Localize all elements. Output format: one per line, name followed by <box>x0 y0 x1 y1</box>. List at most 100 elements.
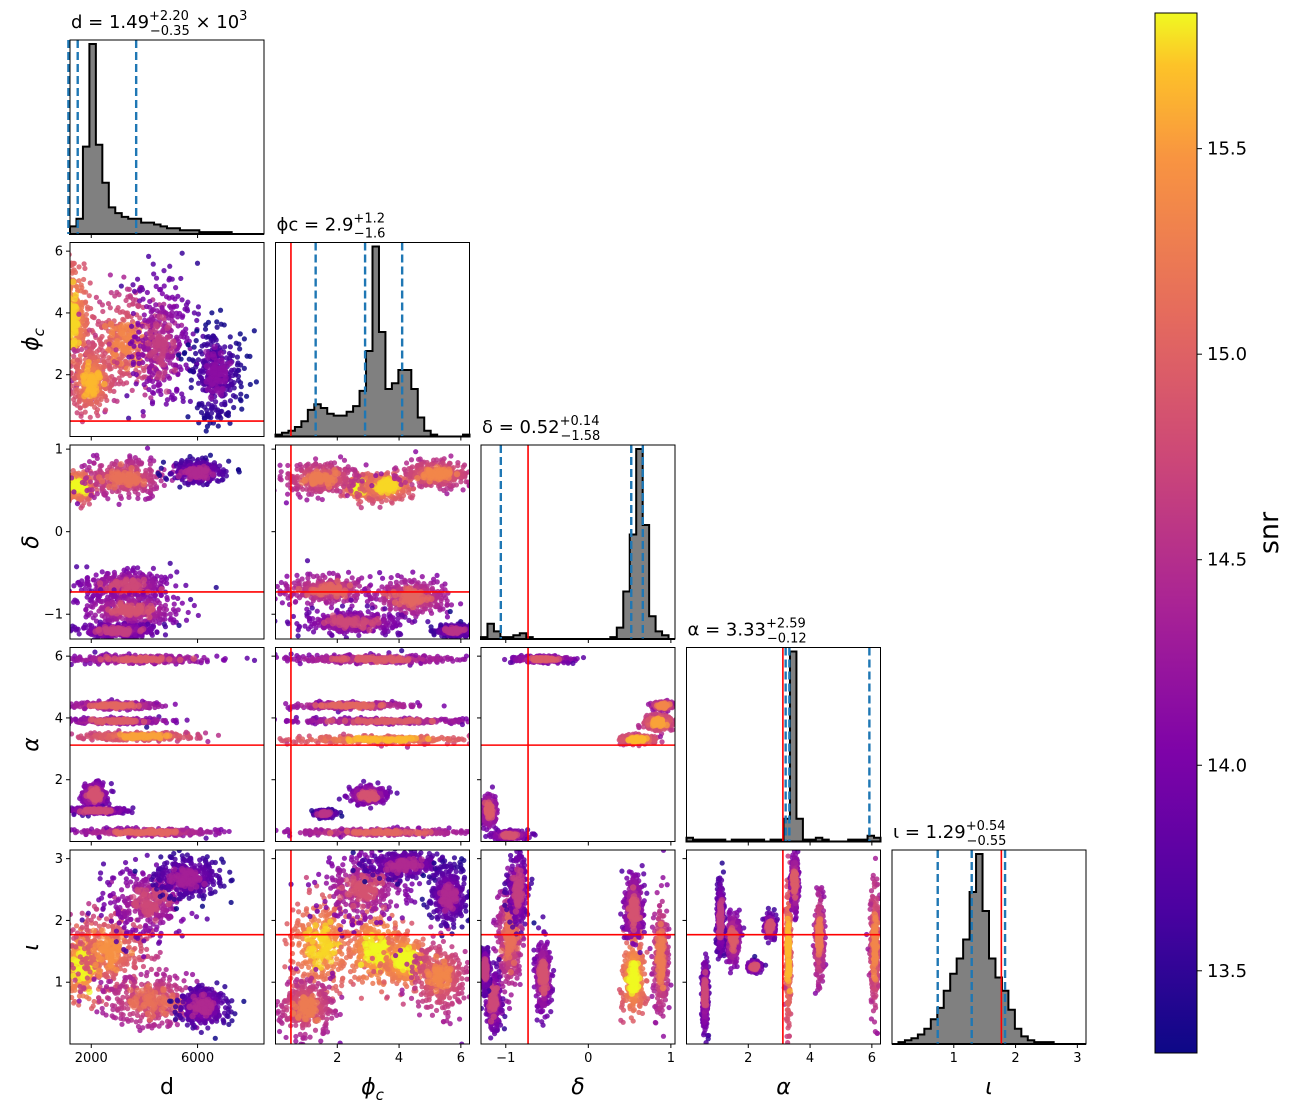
scatter-point <box>125 629 132 636</box>
scatter-point <box>101 491 107 497</box>
scatter-point <box>107 305 113 311</box>
scatter-point <box>149 389 156 396</box>
scatter-point <box>90 343 96 349</box>
scatter-point <box>70 363 74 369</box>
scatter-point <box>64 333 69 338</box>
scatter-point <box>223 355 230 361</box>
scatter-point <box>87 379 94 386</box>
scatter-point <box>56 328 61 333</box>
scatter-point <box>153 283 159 289</box>
scatter-point <box>178 333 184 339</box>
scatter-point <box>144 340 152 347</box>
scatter-point <box>134 578 142 585</box>
scatter-point <box>154 308 160 314</box>
scatter-point <box>124 605 132 612</box>
scatter-point <box>155 357 163 364</box>
scatter-point <box>161 268 167 274</box>
scatter-point <box>135 608 143 616</box>
scatter-point <box>81 276 87 283</box>
scatter-point <box>79 346 85 353</box>
scatter-point <box>108 290 114 296</box>
scatter-point <box>151 581 158 587</box>
scatter-point <box>151 271 157 277</box>
scatter-point <box>193 350 199 357</box>
scatter-point <box>140 581 147 588</box>
scatter-point <box>222 344 228 350</box>
scatter-point <box>237 346 243 352</box>
scatter-point <box>107 594 114 600</box>
scatter-point <box>410 486 416 492</box>
scatter-point <box>211 364 219 371</box>
scatter-point <box>64 333 69 338</box>
scatter-point <box>187 368 193 374</box>
scatter-point <box>74 410 80 416</box>
scatter-point <box>368 476 374 483</box>
scatter-point <box>195 311 201 317</box>
scatter-point <box>173 583 179 589</box>
scatter-point <box>338 493 344 499</box>
scatter-point <box>358 499 364 505</box>
scatter-point <box>147 627 154 633</box>
scatter-point <box>183 330 189 337</box>
scatter-point <box>70 286 71 290</box>
scatter-point <box>79 463 85 470</box>
scatter-point <box>63 320 68 325</box>
scatter-point <box>107 366 113 372</box>
scatter-point <box>185 299 191 305</box>
scatter-point <box>78 388 84 394</box>
scatter-point <box>76 631 82 637</box>
scatter-point <box>213 584 219 591</box>
scatter-point <box>95 413 101 419</box>
scatter-point <box>54 351 59 356</box>
scatter-point <box>184 308 191 314</box>
scatter-point <box>176 310 183 317</box>
scatter-point <box>70 387 73 393</box>
scatter-point <box>369 497 375 503</box>
scatter-point <box>91 494 97 501</box>
scatter-point <box>173 284 179 291</box>
scatter-point <box>119 321 126 329</box>
scatter-point <box>71 327 79 335</box>
scatter-point <box>53 626 58 631</box>
scatter-point <box>104 397 110 403</box>
scatter-point <box>63 320 68 325</box>
scatter-point <box>82 322 88 328</box>
scatter-point <box>194 328 200 334</box>
scatter-point <box>88 610 94 616</box>
scatter-point <box>70 352 72 358</box>
scatter-point <box>147 304 153 310</box>
scatter-point <box>277 462 283 468</box>
scatter-point <box>168 471 175 477</box>
scatter-point <box>230 353 236 359</box>
scatter-point <box>88 603 94 609</box>
scatter-point <box>175 595 181 602</box>
scatter-point <box>74 501 81 507</box>
scatter-point <box>64 338 69 343</box>
scatter-point <box>65 306 70 311</box>
scatter-point <box>155 388 161 394</box>
scatter-point <box>164 397 171 403</box>
scatter-point <box>126 302 132 308</box>
scatter-point <box>171 601 177 607</box>
scatter-point <box>100 484 106 490</box>
scatter-point <box>62 486 67 491</box>
scatter-point <box>203 428 209 434</box>
scatter-point <box>102 407 109 413</box>
scatter-point <box>129 323 135 329</box>
scatter-point <box>178 459 184 466</box>
scatter-point <box>219 385 226 393</box>
scatter-point <box>79 302 85 308</box>
scatter-point <box>134 466 140 473</box>
scatter-point <box>130 301 136 307</box>
scatter-point <box>57 592 62 597</box>
scatter-point <box>124 380 130 386</box>
scatter-point <box>159 305 165 312</box>
scatter-point <box>64 341 69 346</box>
scatter-point <box>112 607 119 615</box>
scatter-point <box>214 319 220 325</box>
scatter-point <box>179 391 185 397</box>
scatter-point <box>158 478 164 484</box>
scatter-point <box>108 331 116 339</box>
scatter-point <box>105 496 111 502</box>
